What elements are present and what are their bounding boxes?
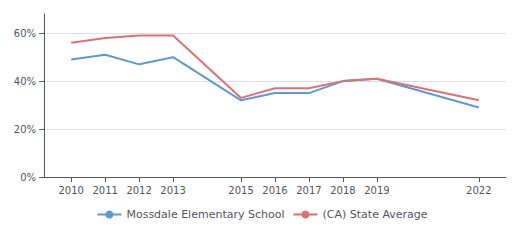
svg-text:2018: 2018 xyxy=(330,185,355,196)
svg-text:2013: 2013 xyxy=(160,185,185,196)
svg-text:2010: 2010 xyxy=(58,185,83,196)
svg-text:2012: 2012 xyxy=(126,185,151,196)
svg-text:2017: 2017 xyxy=(296,185,321,196)
svg-text:20%: 20% xyxy=(14,124,36,135)
svg-text:(CA) State Average: (CA) State Average xyxy=(322,208,427,221)
svg-text:2015: 2015 xyxy=(228,185,253,196)
svg-text:60%: 60% xyxy=(14,28,36,39)
svg-text:Mossdale Elementary School: Mossdale Elementary School xyxy=(126,208,284,221)
svg-text:2016: 2016 xyxy=(262,185,287,196)
svg-text:2022: 2022 xyxy=(466,185,491,196)
svg-text:2011: 2011 xyxy=(92,185,117,196)
svg-text:0%: 0% xyxy=(20,172,36,183)
svg-text:2019: 2019 xyxy=(364,185,389,196)
svg-text:40%: 40% xyxy=(14,76,36,87)
